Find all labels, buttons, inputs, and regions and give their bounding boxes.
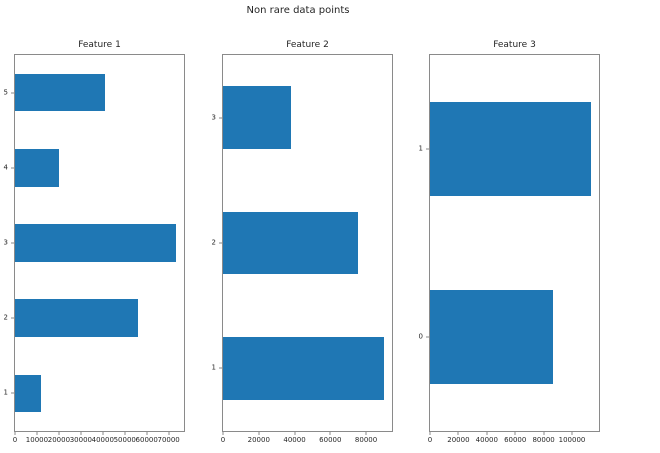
x-tick-mark [486, 432, 488, 435]
bar-feature-1-category-1 [15, 374, 42, 413]
x-tick-mark [329, 432, 331, 435]
x-tick-mark [124, 432, 126, 435]
bar-feature-3-category-1 [430, 102, 592, 196]
y-tick-mark [426, 336, 429, 338]
x-tick-label: 0 [427, 436, 433, 444]
y-tick-label: 4 [3, 163, 8, 172]
x-tick-label: 100000 [558, 436, 586, 444]
x-tick-mark [102, 432, 104, 435]
subplot-feature-2: Feature 2 1 2 3 0 20000 40000 60000 80000 [212, 40, 393, 444]
x-tick-label: 40000 [283, 436, 306, 444]
x-tick-label: 40000 [91, 436, 114, 444]
y-tick-label: 2 [3, 313, 8, 322]
x-tick-mark [146, 432, 148, 435]
x-tick-mark [58, 432, 60, 435]
y-tick-label: 1 [3, 388, 8, 397]
x-tick-mark [36, 432, 38, 435]
x-tick-mark [222, 432, 224, 435]
x-tick-mark [14, 432, 16, 435]
plot-area-feature-2: 1 2 3 0 20000 40000 60000 80000 [212, 54, 393, 444]
y-tick-mark [11, 317, 14, 319]
y-tick-mark [11, 392, 14, 394]
bar-feature-2-category-2 [223, 211, 359, 275]
bar-feature-1-category-3 [15, 224, 177, 262]
y-tick-label: 3 [211, 113, 216, 122]
x-tick-label: 70000 [157, 436, 180, 444]
y-tick-mark [426, 148, 429, 150]
x-tick-label: 60000 [135, 436, 158, 444]
x-tick-mark [457, 432, 459, 435]
x-tick-mark [294, 432, 296, 435]
x-tick-mark [543, 432, 545, 435]
x-tick-label: 0 [220, 436, 226, 444]
x-tick-mark [168, 432, 170, 435]
y-tick-label: 3 [3, 238, 8, 247]
bar-feature-1-category-2 [15, 299, 138, 337]
plot-area-feature-3: 0 1 0 20000 40000 60000 80000 100000 [419, 54, 600, 444]
bar-feature-3-category-0 [430, 290, 553, 384]
x-tick-mark [429, 432, 431, 435]
y-tick-mark [11, 242, 14, 244]
y-tick-label: 2 [211, 238, 216, 247]
y-tick-mark [219, 242, 222, 244]
x-tick-mark [365, 432, 367, 435]
subplot-title-feature-2: Feature 2 [286, 40, 329, 50]
subplot-title-feature-3: Feature 3 [493, 40, 536, 50]
figure-title: Non rare data points [246, 5, 350, 16]
y-tick-mark [219, 367, 222, 369]
y-tick-mark [11, 167, 14, 169]
y-tick-label: 0 [418, 332, 423, 341]
y-tick-label: 1 [418, 144, 423, 153]
y-tick-mark [219, 117, 222, 119]
y-tick-label: 5 [3, 88, 8, 97]
x-tick-label: 20000 [447, 436, 470, 444]
plot-area-feature-1: 1 2 3 4 5 0 10000 20000 30000 40000 50000 60000 7000… [4, 54, 185, 444]
x-tick-label: 60000 [319, 436, 342, 444]
x-tick-label: 80000 [354, 436, 378, 444]
x-tick-label: 30000 [69, 436, 92, 444]
x-tick-label: 50000 [113, 436, 136, 444]
bar-feature-2-category-3 [223, 86, 291, 149]
y-tick-label: 1 [211, 363, 216, 372]
x-tick-label: 60000 [504, 436, 527, 444]
x-tick-label: 20000 [247, 436, 270, 444]
subplot-feature-3: Feature 3 0 1 0 20000 40000 60000 80000 100000 [419, 40, 600, 444]
bar-feature-2-category-1 [223, 337, 384, 400]
bar-feature-1-category-5 [15, 73, 105, 112]
subplot-title-feature-1: Feature 1 [78, 40, 121, 50]
x-tick-mark [80, 432, 82, 435]
x-tick-label: 20000 [47, 436, 71, 444]
x-tick-label: 10000 [25, 436, 49, 444]
x-tick-label: 0 [12, 436, 18, 444]
y-tick-mark [11, 92, 14, 94]
x-tick-label: 80000 [532, 436, 555, 444]
x-tick-label: 40000 [475, 436, 498, 444]
x-tick-mark [571, 432, 573, 435]
bar-feature-1-category-4 [15, 149, 59, 187]
subplot-feature-1: Feature 1 1 2 3 4 5 0 10000 20000 30000 40000 5000… [4, 40, 185, 444]
x-tick-mark [514, 432, 516, 435]
x-tick-mark [258, 432, 260, 435]
